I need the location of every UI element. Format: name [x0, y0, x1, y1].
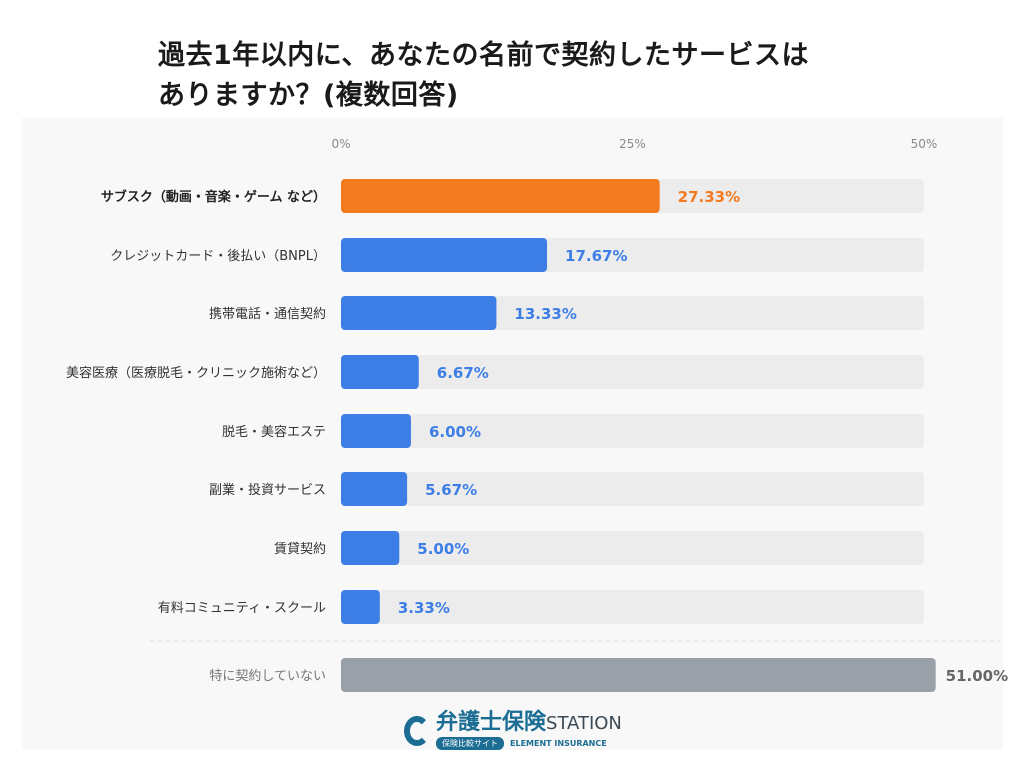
value-label: 17.67%: [565, 247, 627, 265]
chart-title-line-2: ありますか？(複数回答): [158, 80, 459, 111]
bar-track: [341, 472, 924, 506]
value-label: 6.67%: [437, 364, 489, 382]
logo: 弁護士保険STATION 保険比較サイト ELEMENT INSURANCE: [404, 712, 622, 750]
category-label: 美容医療（医療脱毛・クリニック施術など）: [66, 365, 326, 381]
logo-suffix: STATION: [546, 713, 622, 734]
value-label: 3.33%: [398, 599, 450, 617]
bar: [341, 472, 408, 506]
bar: [341, 590, 380, 624]
x-tick-label: 0%: [331, 137, 350, 151]
value-label: 27.33%: [678, 188, 740, 206]
bar: [341, 531, 400, 565]
category-label: クレジットカード・後払い（BNPL）: [110, 249, 326, 264]
bar-track: [341, 531, 924, 565]
category-label: 携帯電話・通信契約: [209, 306, 326, 322]
value-label: 51.00%: [946, 667, 1008, 685]
category-label: 脱毛・美容エステ: [222, 424, 326, 440]
bar: [341, 355, 419, 389]
bar: [341, 414, 411, 448]
bar-track: [341, 590, 924, 624]
value-label: 6.00%: [429, 423, 481, 441]
x-tick-label: 25%: [619, 137, 646, 151]
bar-track: [341, 414, 924, 448]
logo-main-text: 弁護士保険: [436, 710, 547, 735]
value-label: 5.67%: [425, 481, 477, 499]
bar: [341, 296, 497, 330]
category-label: 賃貸契約: [274, 541, 326, 557]
value-label: 13.33%: [514, 305, 576, 323]
x-tick-label: 50%: [911, 137, 938, 151]
category-label: 有料コミュニティ・スクール: [158, 601, 326, 616]
logo-c-icon: [404, 716, 430, 746]
bar-track: [341, 355, 924, 389]
category-label: サブスク（動画・音楽・ゲーム など）: [101, 189, 326, 205]
value-label: 5.00%: [417, 540, 469, 558]
bar: [341, 658, 936, 692]
logo-badge: 保険比較サイト: [436, 737, 504, 750]
bar: [341, 238, 548, 272]
chart-title-line-1: 過去1年以内に、あなたの名前で契約したサービスは: [158, 40, 809, 71]
category-label: 特に契約していない: [209, 669, 326, 684]
chart-title: 過去1年以内に、あなたの名前で契約したサービスは ありますか？(複数回答): [158, 36, 809, 116]
category-label: 副業・投資サービス: [209, 482, 326, 498]
logo-english: ELEMENT INSURANCE: [510, 739, 607, 748]
bar: [341, 179, 660, 213]
